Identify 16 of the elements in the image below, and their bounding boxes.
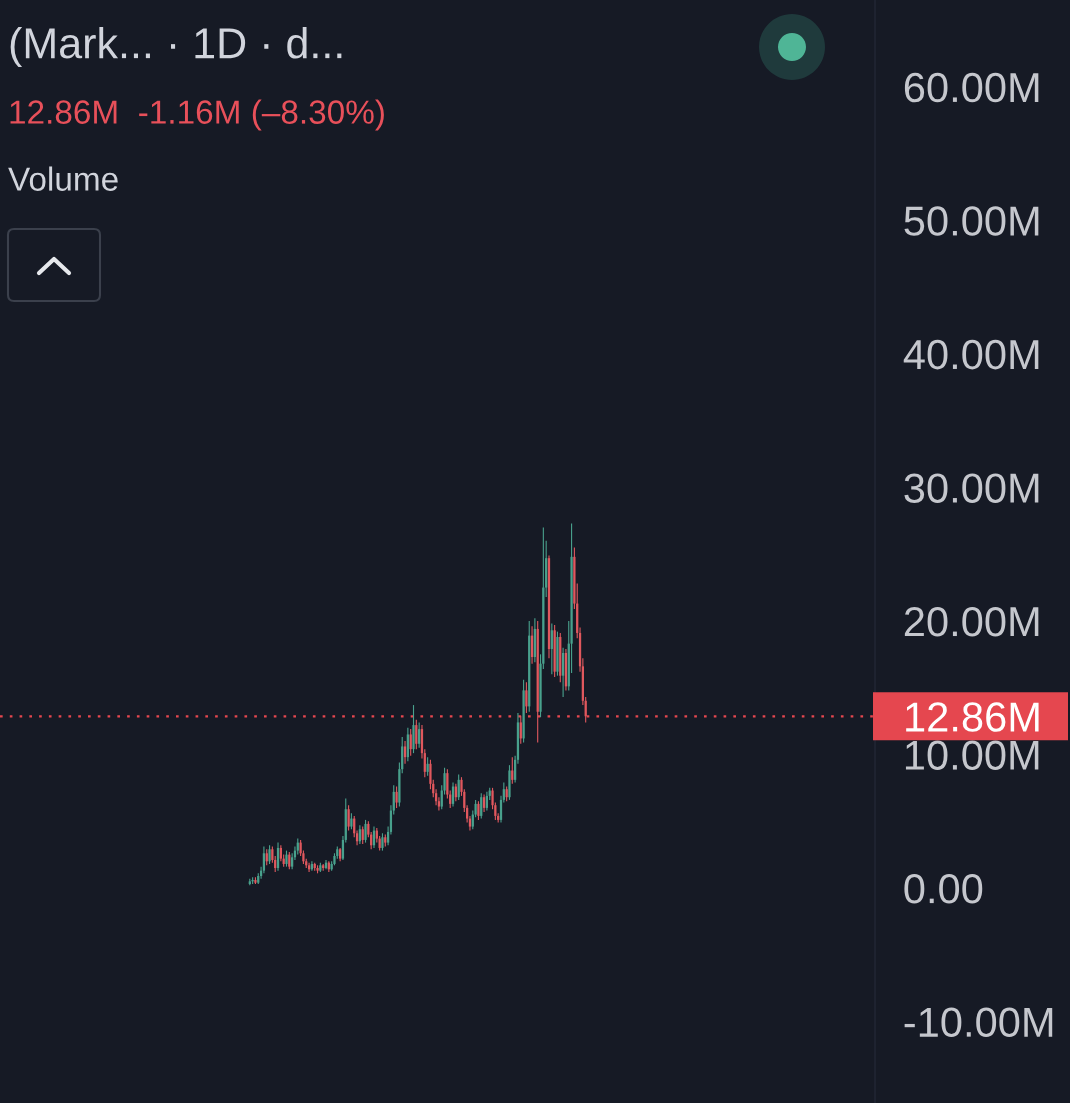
y-tick-label: -10.00M [904,1007,1053,1038]
text: 12.86M -1.16M (–8.30%) [10,99,384,131]
candlestick [381,832,384,852]
text: (Mark... · 1D · d... [10,26,342,68]
candlestick [556,631,559,677]
y-tick-label: 10.00M [905,740,1039,770]
ref-line-label: 12.86M [906,702,1039,732]
candlestick [254,876,257,885]
y-tick-label: 40.00M [903,339,1039,370]
annotation: Volume [8,166,118,191]
y-tick-label: 20.00M [904,606,1039,637]
y-tick-label: 50.00M [904,206,1039,236]
y-tick-label: 60.00M [904,72,1039,103]
candlestick [395,785,398,809]
y-tick-label: 0.00 [904,874,983,904]
y-tick-label: 30.00M [904,473,1039,503]
